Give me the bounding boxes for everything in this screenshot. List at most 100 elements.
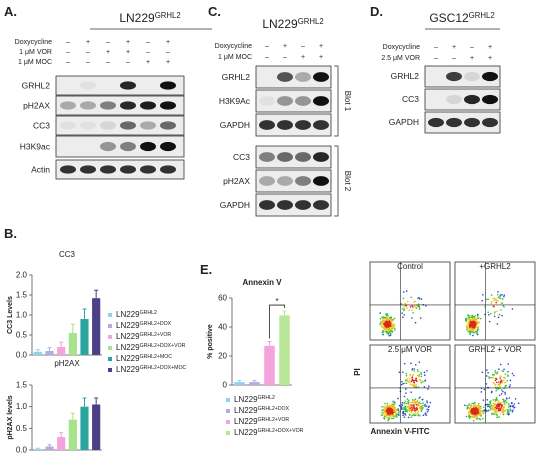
flow-dot [405, 388, 407, 390]
flow-dot [382, 316, 384, 319]
flow-dot [385, 327, 388, 330]
flow-dot [499, 385, 501, 388]
flow-dot [486, 403, 489, 406]
legend-entry-base: LN229 [116, 310, 140, 319]
flow-dot [383, 316, 386, 319]
treatment-sign: – [434, 55, 438, 62]
flow-dot [498, 404, 500, 406]
flow-dot [404, 411, 407, 413]
treatment-label: Doxycycline [383, 44, 420, 51]
blot-strip [255, 169, 332, 193]
flow-dot [500, 309, 502, 311]
flow-dot [467, 325, 470, 328]
flow-dot [409, 373, 412, 376]
flow-dot [502, 413, 505, 416]
flow-dot [411, 304, 413, 307]
flow-dot [415, 404, 418, 406]
flow-dot [473, 319, 475, 321]
flow-dot [405, 402, 408, 405]
flow-dot [409, 414, 411, 416]
blot-band [80, 81, 96, 90]
flow-dot [479, 405, 482, 408]
flow-dot [386, 318, 389, 320]
blot-strip [255, 65, 332, 89]
flow-dot [404, 302, 406, 305]
flow-dot [487, 405, 489, 408]
flow-dot [412, 413, 414, 415]
flow-dot [510, 402, 513, 405]
flow-dot [406, 300, 409, 303]
flow-dot [504, 384, 507, 387]
flow-dot [383, 328, 386, 331]
flow-dot [499, 413, 501, 415]
flow-dot [468, 407, 471, 409]
blot-band [259, 96, 275, 106]
blot-band [140, 101, 156, 110]
blot-band [277, 120, 293, 130]
flow-dot [381, 411, 383, 414]
panel-title-base: LN229 [262, 17, 298, 31]
blot-label: CC3 [402, 94, 419, 104]
flow-dot [419, 317, 422, 319]
flow-dot [382, 326, 385, 328]
flow-dot [473, 411, 476, 414]
flow-dot [503, 381, 506, 384]
flow-dot [496, 371, 499, 373]
flow-title: GRHL2 + VOR [468, 345, 521, 354]
blot-band [313, 176, 329, 186]
treatment-sign: – [283, 54, 287, 61]
flow-dot [479, 418, 482, 421]
flow-dot [390, 330, 393, 332]
treatment-sign: + [488, 44, 492, 51]
flow-dot [492, 405, 495, 407]
blot-band [482, 117, 498, 128]
flow-dot [385, 414, 387, 416]
flow-dot [504, 381, 507, 384]
flow-dot [418, 298, 421, 300]
flow-dot [513, 403, 516, 405]
blot-band [259, 176, 275, 186]
flow-dot [413, 414, 415, 417]
flow-dot [405, 372, 408, 375]
treatment-sign: – [86, 59, 90, 66]
flow-dot [477, 402, 480, 405]
flow-dot [419, 379, 422, 381]
flow-dot [488, 320, 491, 323]
legend-entry: LN229GRHL2+DOX [116, 321, 172, 330]
y-axis-label: CC3 Levels [7, 296, 14, 334]
legend-swatch [226, 420, 230, 424]
flow-dot [503, 403, 505, 406]
flow-dot [403, 395, 406, 398]
flow-dot [404, 409, 406, 411]
flow-dot [508, 397, 511, 399]
blot-band [160, 141, 176, 152]
flow-dot [415, 383, 418, 386]
blot-strip [255, 113, 332, 137]
y-tick-label: 1.5 [16, 291, 28, 300]
error-bar [237, 380, 242, 383]
flow-dot [475, 332, 478, 335]
flow-dot [392, 417, 395, 420]
blot-band [277, 96, 293, 106]
flow-dot [490, 400, 492, 402]
blot-label: GAPDH [389, 117, 419, 127]
flow-dot [400, 408, 403, 410]
blot-strip [424, 65, 501, 88]
flow-dot [426, 410, 429, 413]
flow-dot [504, 373, 507, 375]
flow-dot [495, 407, 498, 410]
flow-dot [412, 379, 415, 382]
flow-dot [406, 410, 408, 413]
flow-dot [400, 303, 403, 305]
flow-dot [387, 323, 389, 326]
blot-strip [424, 111, 501, 134]
flow-dot [497, 299, 499, 302]
flow-dot [415, 377, 417, 380]
flow-dot [398, 414, 400, 416]
significance-mark: * [275, 297, 278, 306]
flow-dot [392, 318, 394, 321]
flow-dot [411, 384, 414, 386]
treatment-sign: + [106, 49, 110, 56]
y-tick-label: 20 [218, 352, 227, 361]
blot-band [464, 117, 480, 128]
